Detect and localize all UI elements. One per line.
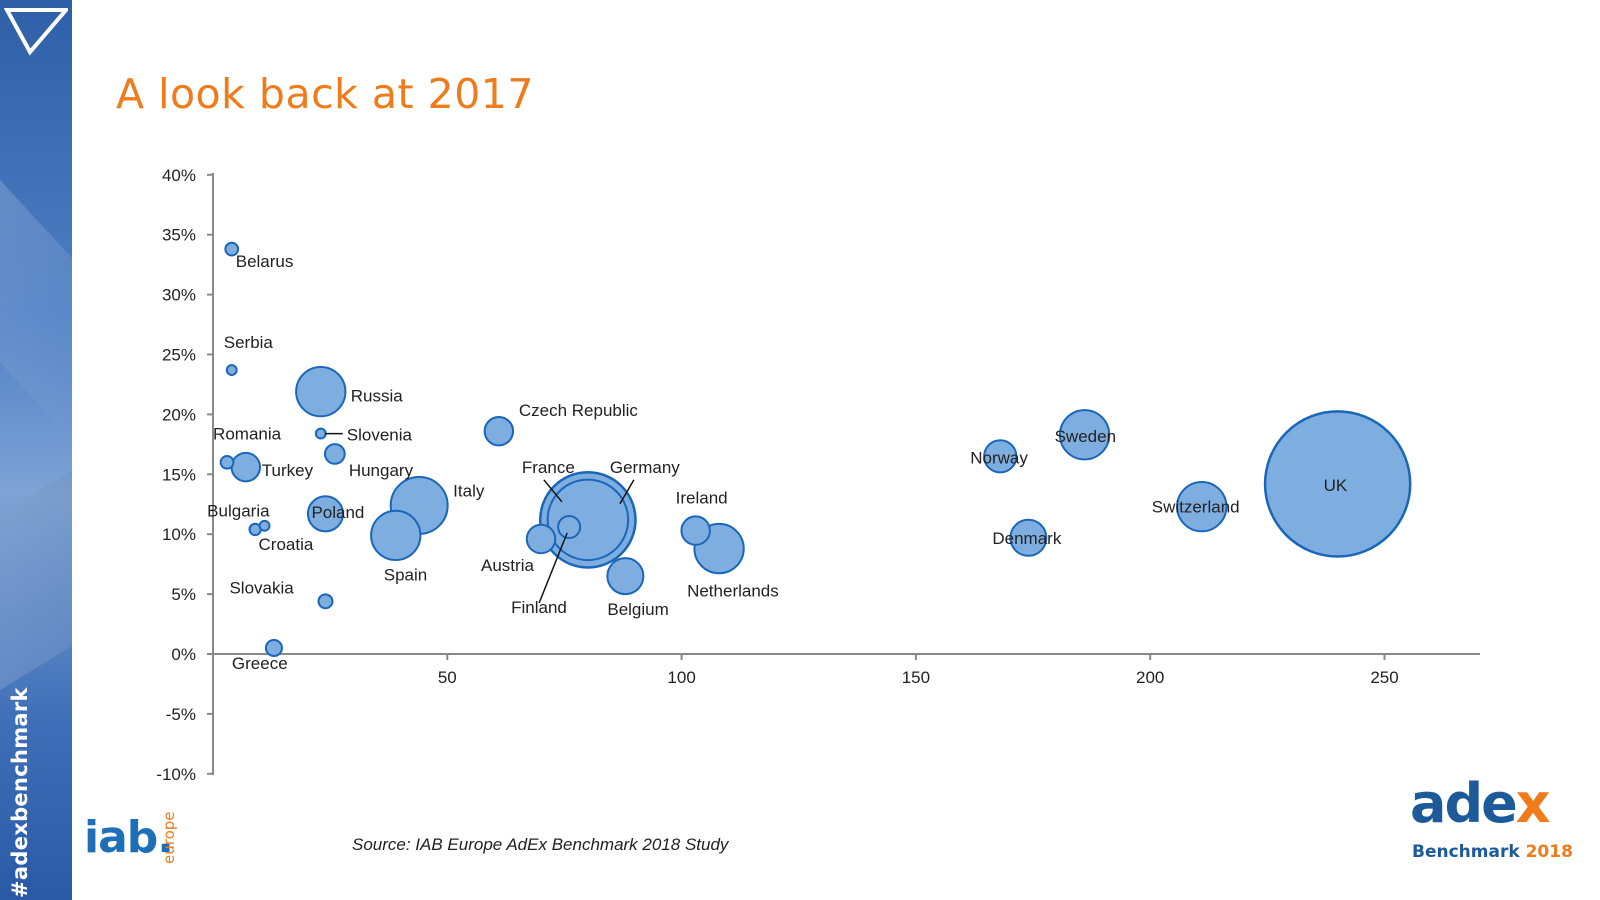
- adex-benchmark-logo: adex Benchmark 2018: [1408, 772, 1573, 870]
- label-italy: Italy: [453, 481, 485, 500]
- bubble-hungary: [323, 443, 346, 465]
- label-bulgaria: Bulgaria: [207, 501, 270, 520]
- sidebar-banner: #adexbenchmark: [0, 0, 72, 900]
- point-labels: Belarus Serbia Russia Slovenia Czech Republi…: [207, 252, 1348, 673]
- bubble-serbia: [225, 364, 238, 377]
- bubble-turkey: [230, 451, 262, 483]
- bubble-croatia: [258, 519, 271, 532]
- bubble-sweden: [1058, 409, 1111, 461]
- label-hungary: Hungary: [349, 461, 414, 480]
- iab-europe-logo: iab. europe: [82, 790, 182, 870]
- adex-logo-benchmark: Benchmark: [1412, 842, 1520, 862]
- bubble-switzerland: [1176, 480, 1228, 533]
- leader-line-france: [543, 479, 563, 503]
- bubble-germany: [546, 478, 630, 562]
- label-turkey: Turkey: [262, 461, 314, 480]
- bubble-slovakia: [317, 593, 334, 610]
- bubbles: [219, 241, 1412, 658]
- label-netherlands: Netherlands: [687, 582, 779, 601]
- bubble-czech-republic: [483, 415, 515, 447]
- label-norway: Norway: [970, 448, 1028, 467]
- label-belgium: Belgium: [607, 600, 668, 619]
- label-finland: Finland: [511, 598, 567, 617]
- y-tick-label: 15%: [162, 465, 196, 484]
- bubble-finland: [557, 514, 582, 540]
- y-tick-label: -10%: [156, 765, 196, 784]
- page-title: A look back at 2017: [116, 70, 534, 118]
- label-france: France: [522, 458, 575, 477]
- leader-line-finland: [538, 532, 568, 604]
- iab-logo-subtext: europe: [160, 811, 178, 865]
- y-tick-label: 25%: [162, 346, 196, 365]
- bubble-austria: [525, 523, 557, 555]
- label-denmark: Denmark: [992, 529, 1061, 548]
- adex-logo-year: 2018: [1525, 842, 1573, 862]
- bubble-spain: [370, 509, 422, 562]
- bubble-ireland: [680, 515, 711, 546]
- label-switzerland: Switzerland: [1152, 498, 1240, 517]
- label-sweden: Sweden: [1055, 427, 1116, 446]
- bubble-denmark: [1009, 518, 1048, 557]
- label-uk: UK: [1324, 476, 1348, 495]
- y-tick-label: 35%: [162, 226, 196, 245]
- label-poland: Poland: [311, 503, 364, 522]
- bubble-belgium: [606, 557, 645, 596]
- label-slovakia: Slovakia: [229, 578, 294, 597]
- label-romania: Romania: [213, 424, 282, 443]
- label-czech-republic: Czech Republic: [519, 401, 639, 420]
- label-slovenia: Slovenia: [347, 426, 413, 445]
- y-ticks: 40% 35% 30% 25% 20% 15% 10% 5% 0% -5% -10%: [156, 166, 213, 784]
- label-spain: Spain: [384, 565, 427, 584]
- iab-logo-text: iab.: [84, 812, 174, 863]
- bubble-poland: [306, 495, 345, 533]
- leader-line-germany: [619, 479, 635, 505]
- label-belarus: Belarus: [236, 252, 294, 271]
- y-tick-label: 40%: [162, 166, 196, 185]
- adex-logo-subtitle: Benchmark 2018: [1412, 842, 1573, 862]
- y-tick-label: 0%: [171, 645, 196, 664]
- x-tick-label: 200: [1136, 668, 1164, 687]
- adex-logo-word: adex: [1410, 772, 1551, 835]
- y-tick-label: 20%: [162, 405, 196, 424]
- adex-logo-x: x: [1515, 772, 1551, 835]
- x-ticks: 50 100 150 200 250: [438, 654, 1399, 687]
- adex-logo-ade: ade: [1410, 772, 1518, 835]
- bubble-russia: [295, 365, 347, 418]
- bubble-belarus: [224, 241, 240, 257]
- bubble-norway: [983, 439, 1018, 474]
- y-tick-label: 30%: [162, 286, 196, 305]
- label-serbia: Serbia: [224, 333, 274, 352]
- x-tick-label: 150: [902, 668, 930, 687]
- bubble-romania: [219, 454, 235, 470]
- x-tick-label: 50: [438, 668, 457, 687]
- label-russia: Russia: [351, 387, 404, 406]
- y-tick-label: 5%: [171, 585, 196, 604]
- y-tick-label: -5%: [166, 705, 196, 724]
- y-tick-label: 10%: [162, 525, 196, 544]
- x-tick-label: 250: [1370, 668, 1398, 687]
- label-germany: Germany: [610, 458, 680, 477]
- label-greece: Greece: [232, 654, 288, 673]
- bubble-greece: [264, 638, 283, 658]
- label-croatia: Croatia: [259, 535, 314, 554]
- triangle-logo-icon: [4, 8, 68, 56]
- bubble-slovenia: [314, 427, 327, 440]
- bubble-uk: [1263, 410, 1412, 558]
- source-note: Source: IAB Europe AdEx Benchmark 2018 S…: [352, 835, 729, 854]
- leader-lines: [324, 432, 635, 604]
- label-ireland: Ireland: [676, 489, 728, 508]
- label-austria: Austria: [481, 556, 534, 575]
- x-tick-label: 100: [667, 668, 695, 687]
